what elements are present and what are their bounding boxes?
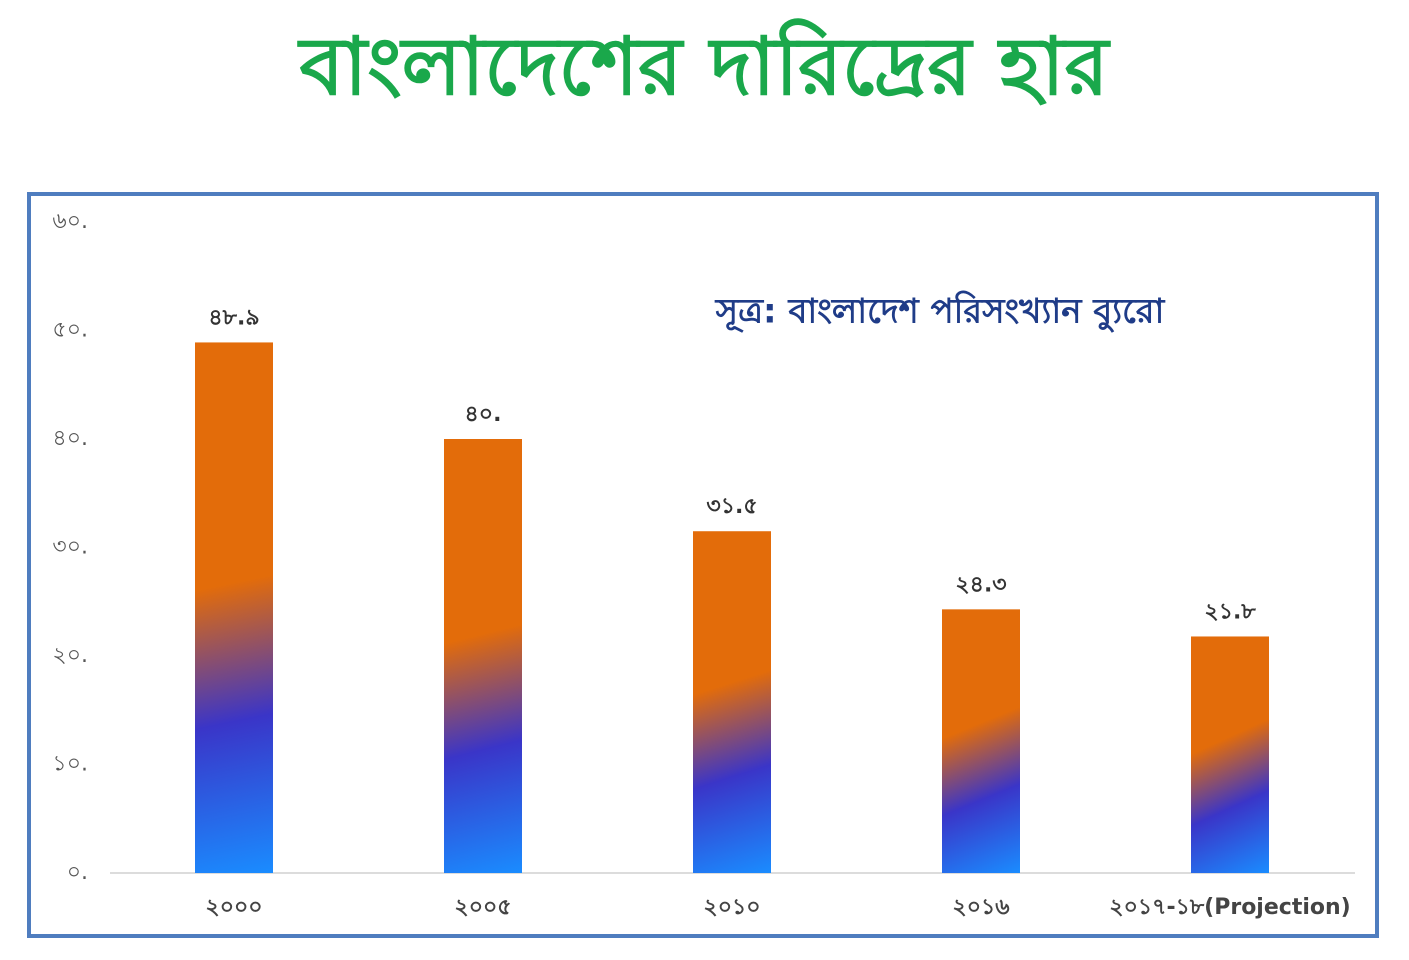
- x-tick-label: ২০১০: [703, 895, 760, 920]
- bar: [693, 531, 771, 873]
- y-tick-label: ৪০.: [52, 426, 88, 451]
- chart-title: বাংলাদেশের দারিদ্রের হার: [297, 18, 1112, 113]
- y-tick-label: ০.: [67, 860, 88, 885]
- data-label: ৪০.: [465, 402, 502, 427]
- y-tick-label: ২০.: [52, 643, 88, 668]
- x-tick-label: ২০০৫: [454, 895, 511, 920]
- bar: [942, 609, 1020, 873]
- y-tick-label: ১০.: [52, 752, 88, 777]
- data-label: ২৪.৩: [955, 572, 1006, 597]
- data-label: ৪৮.৯: [208, 305, 259, 330]
- data-label: ৩১.৫: [706, 494, 757, 519]
- bar: [195, 342, 273, 873]
- x-tick-label: ২০১৭-১৮(Projection): [1109, 895, 1350, 920]
- x-tick-label: ২০১৬: [952, 895, 1009, 920]
- chart-frame: [27, 192, 1379, 938]
- y-tick-label: ৫০.: [52, 318, 88, 343]
- data-label: ২১.৮: [1204, 599, 1256, 624]
- y-tick-label: ৬০.: [52, 209, 88, 234]
- x-tick-label: ২০০০: [205, 895, 262, 920]
- y-tick-label: ৩০.: [52, 535, 88, 560]
- bar: [444, 439, 522, 873]
- annotation: সূত্র: বাংলাদেশ পরিসংখ্যান ব্যুরো: [715, 291, 1166, 334]
- bar: [1191, 636, 1269, 873]
